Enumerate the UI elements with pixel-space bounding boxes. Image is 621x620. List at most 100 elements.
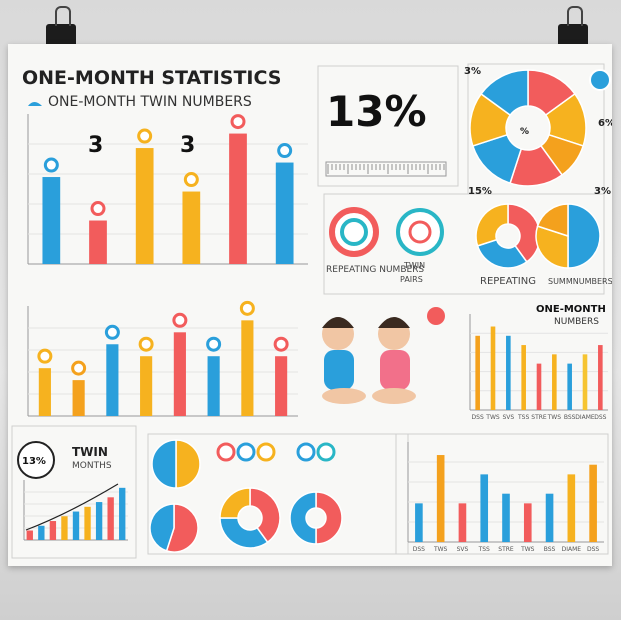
tick-label: STRE (498, 546, 514, 553)
right-chart-title: ONE-MONTH (536, 304, 606, 315)
tick-label: BSS (544, 546, 556, 553)
label-summnumbers: SUMMNUMBERS (548, 277, 612, 286)
bar-marker (273, 336, 289, 352)
chart-bottom-right: DSS TWS SVS TSS STRE TWS BSS DIAME DSS (407, 442, 604, 553)
bar (49, 521, 57, 540)
tick-label: DIAME (562, 546, 582, 553)
months-title: MONTHS (72, 461, 112, 471)
coin-icon (296, 442, 316, 462)
poster-title: ONE-MONTH STATISTICS (22, 67, 281, 89)
donut-chart (469, 69, 587, 187)
pie-slice (480, 69, 529, 117)
bar (545, 493, 554, 542)
bar-marker (43, 157, 59, 173)
bar (598, 345, 603, 410)
bar (567, 363, 572, 410)
baby-body-right (380, 350, 410, 390)
donut-label-bottom-left: 15% (468, 186, 492, 197)
bar (458, 503, 467, 542)
tick-label: SVS (502, 414, 514, 421)
bar-marker (206, 336, 222, 352)
pie-slice (535, 225, 569, 269)
pie-slice (315, 491, 343, 545)
bar (84, 506, 91, 540)
bar (567, 474, 576, 542)
tick-label: TWS (433, 546, 448, 553)
tick-label: SVS (457, 546, 469, 553)
tick-label: STRE (531, 414, 547, 421)
bar (523, 503, 532, 542)
label-repeating-numbers: REPEATING NUMBERS (326, 265, 424, 275)
mini-pie-a (475, 203, 541, 269)
bottom-left-panel: 13% TWIN MONTHS (17, 441, 128, 541)
bar (38, 525, 45, 540)
bar-marker (90, 201, 106, 217)
pie-slice (219, 517, 269, 549)
poster-subtitle: ONE-MONTH TWIN NUMBERS (48, 94, 252, 110)
pie-slice (151, 439, 177, 489)
chart-second-bars (27, 300, 298, 417)
pie-slice (476, 238, 528, 269)
label-repeating: REPEATING (480, 276, 536, 287)
tick-label: DSS (594, 414, 606, 421)
bar-marker (277, 143, 293, 159)
bar-marker (230, 114, 246, 130)
tick-label: DIAME (575, 414, 595, 421)
tick-label: TSS (517, 414, 529, 421)
badge-value: 13% (22, 456, 46, 467)
bar (72, 380, 85, 416)
bar (182, 191, 201, 264)
bar (119, 487, 126, 540)
tick-label: TWS (520, 546, 535, 553)
tick-label: TSS (478, 546, 490, 553)
bar (241, 320, 254, 416)
ruler-ticks (327, 164, 445, 174)
twin-title: TWIN (72, 445, 108, 459)
coin-icon (236, 442, 256, 462)
chart1-annotation-b: 3 (180, 133, 195, 158)
mini-pie-b (535, 203, 601, 269)
bar (502, 493, 510, 542)
twin-babies-illustration (322, 307, 445, 404)
label-twin: TWIN (403, 261, 425, 270)
tick-label: DSS (413, 546, 425, 553)
bar (26, 530, 33, 540)
bar (95, 502, 103, 540)
percent-panel: 13% (325, 87, 447, 177)
bar (72, 511, 80, 540)
bar (275, 162, 294, 264)
bar (490, 326, 496, 410)
coin-icon (589, 69, 611, 91)
bar-marker (137, 128, 153, 144)
poster-canvas: ONE-MONTH STATISTICS ONE-MONTH TWIN NUMB… (11, 63, 615, 559)
coin-icon (316, 442, 336, 462)
donut-label-bottom-right: 3% (594, 186, 611, 197)
percent-value: 13% (326, 87, 427, 136)
pie-slice (536, 203, 569, 238)
tick-label: TWS (485, 414, 500, 421)
bottom-pies (149, 439, 343, 553)
bar (107, 497, 114, 540)
coin-icon (256, 442, 276, 462)
mini-target-row: REPEATING NUMBERS TWIN PAIRS REPEATING S… (326, 203, 613, 287)
bar (480, 474, 489, 542)
bar (521, 345, 526, 410)
baby-body-left (324, 350, 354, 390)
donut-label-right: 6% (598, 118, 612, 129)
pie-slice (219, 487, 251, 519)
right-chart-subtitle: NUMBERS (554, 317, 599, 327)
bar (61, 516, 68, 540)
chart-right-mid: DSS TWS SVS TSS STRE TWS BSS DIAME DSS (469, 314, 608, 421)
chart-one-month-bars (27, 114, 308, 265)
bar (229, 133, 247, 264)
bar (589, 464, 597, 542)
bar-marker (239, 300, 255, 316)
tick-label: DSS (472, 414, 484, 421)
bar (536, 363, 542, 410)
donut-label-center: % (520, 127, 529, 137)
bar (42, 177, 61, 264)
infographic-poster: ONE-MONTH STATISTICS ONE-MONTH TWIN NUMB… (8, 44, 615, 566)
bar-marker (172, 312, 188, 328)
pie-slice (567, 203, 601, 269)
bar (207, 356, 220, 416)
